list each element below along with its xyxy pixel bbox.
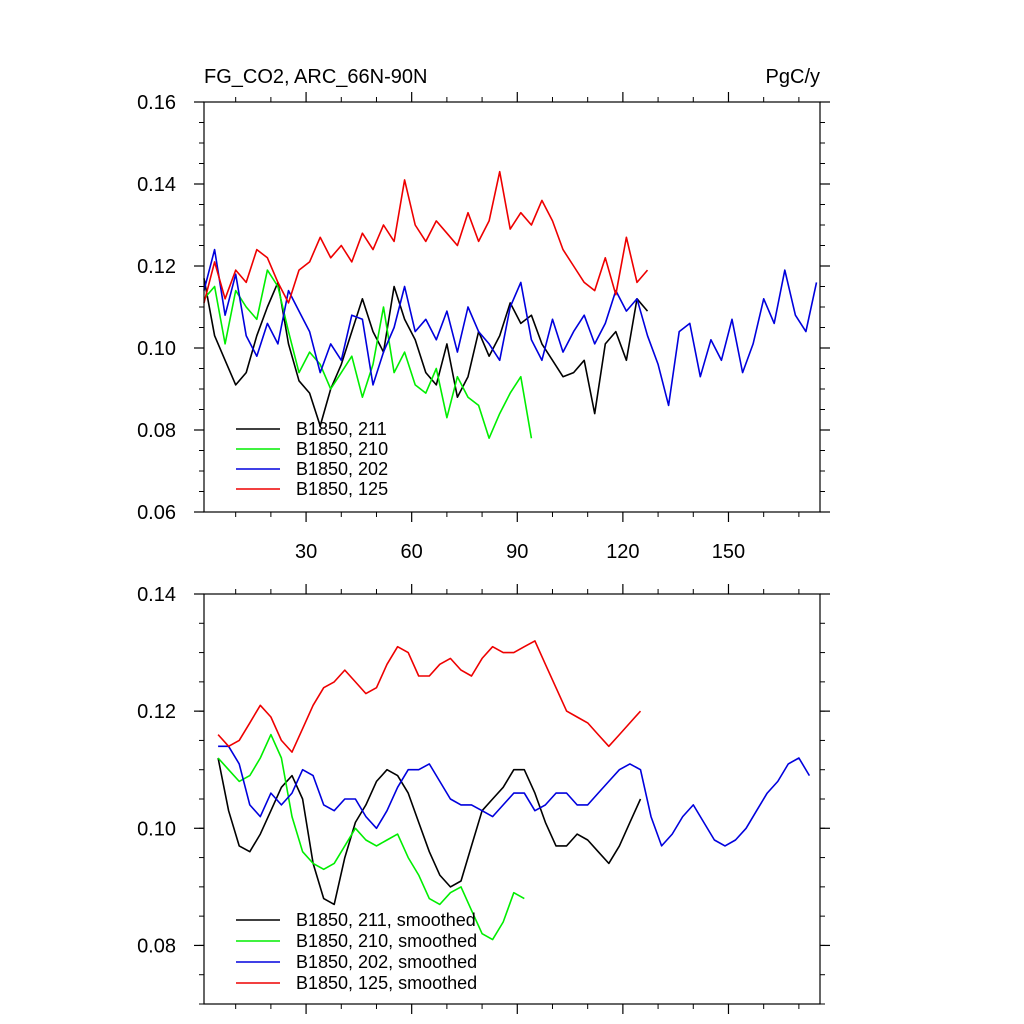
- bottom-legend-label: B1850, 125, smoothed: [296, 973, 477, 993]
- top-x-tick-label: 120: [606, 541, 639, 563]
- top-legend-label: B1850, 125: [296, 479, 388, 499]
- top-legend-label: B1850, 210: [296, 439, 388, 459]
- bottom-y-tick-label: 0.12: [137, 701, 176, 723]
- bottom-series-line-b1850-202-smoothed: [218, 745, 811, 847]
- bottom-panel: 0.080.100.120.14 B1850, 211, smoothedB18…: [137, 584, 830, 1014]
- bottom-legend-label: B1850, 211, smoothed: [296, 910, 476, 930]
- top-x-tick-label: 30: [295, 541, 317, 563]
- top-x-tick-label: 150: [712, 541, 745, 563]
- bottom-y-tick-label: 0.08: [137, 935, 176, 957]
- top-y-tick-label: 0.10: [137, 338, 176, 360]
- top-legend-label: B1850, 211: [296, 419, 387, 439]
- top-y-tick-label: 0.16: [137, 92, 176, 114]
- top-y-tick-label: 0.06: [137, 502, 176, 524]
- top-series-line-b1850-125: [203, 170, 649, 304]
- top-panel: FG_CO2, ARC_66N-90N PgC/y 0.06 0.08 0.10 0.…: [137, 66, 830, 563]
- top-y-tick-label: 0.08: [137, 420, 176, 442]
- bottom-series-line-b1850-210-smoothed: [217, 733, 525, 941]
- top-series-line-b1850-211: [203, 278, 649, 427]
- bottom-y-tick-label: 0.10: [137, 818, 176, 840]
- bottom-series-line-b1850-211-smoothed: [217, 757, 642, 906]
- top-y-tick-label: 0.14: [137, 174, 176, 196]
- top-title-left: FG_CO2, ARC_66N-90N: [204, 66, 427, 88]
- top-y-tick-label: 0.12: [137, 256, 176, 278]
- top-x-tick-label: 90: [506, 541, 528, 563]
- bottom-series-line-b1850-125-smoothed: [217, 640, 642, 753]
- top-series-line-b1850-210: [203, 269, 533, 440]
- top-title-units: PgC/y: [766, 66, 820, 88]
- top-x-tick-label: 60: [401, 541, 423, 563]
- top-legend-label: B1850, 202: [296, 459, 388, 479]
- top-plot-frame: [203, 101, 821, 513]
- bottom-legend-label: B1850, 202, smoothed: [296, 952, 477, 972]
- bottom-y-tick-label: 0.14: [137, 584, 176, 606]
- bottom-legend-label: B1850, 210, smoothed: [296, 931, 477, 951]
- top-series-line-b1850-202: [203, 248, 818, 407]
- bottom-plot-frame: [203, 593, 821, 1005]
